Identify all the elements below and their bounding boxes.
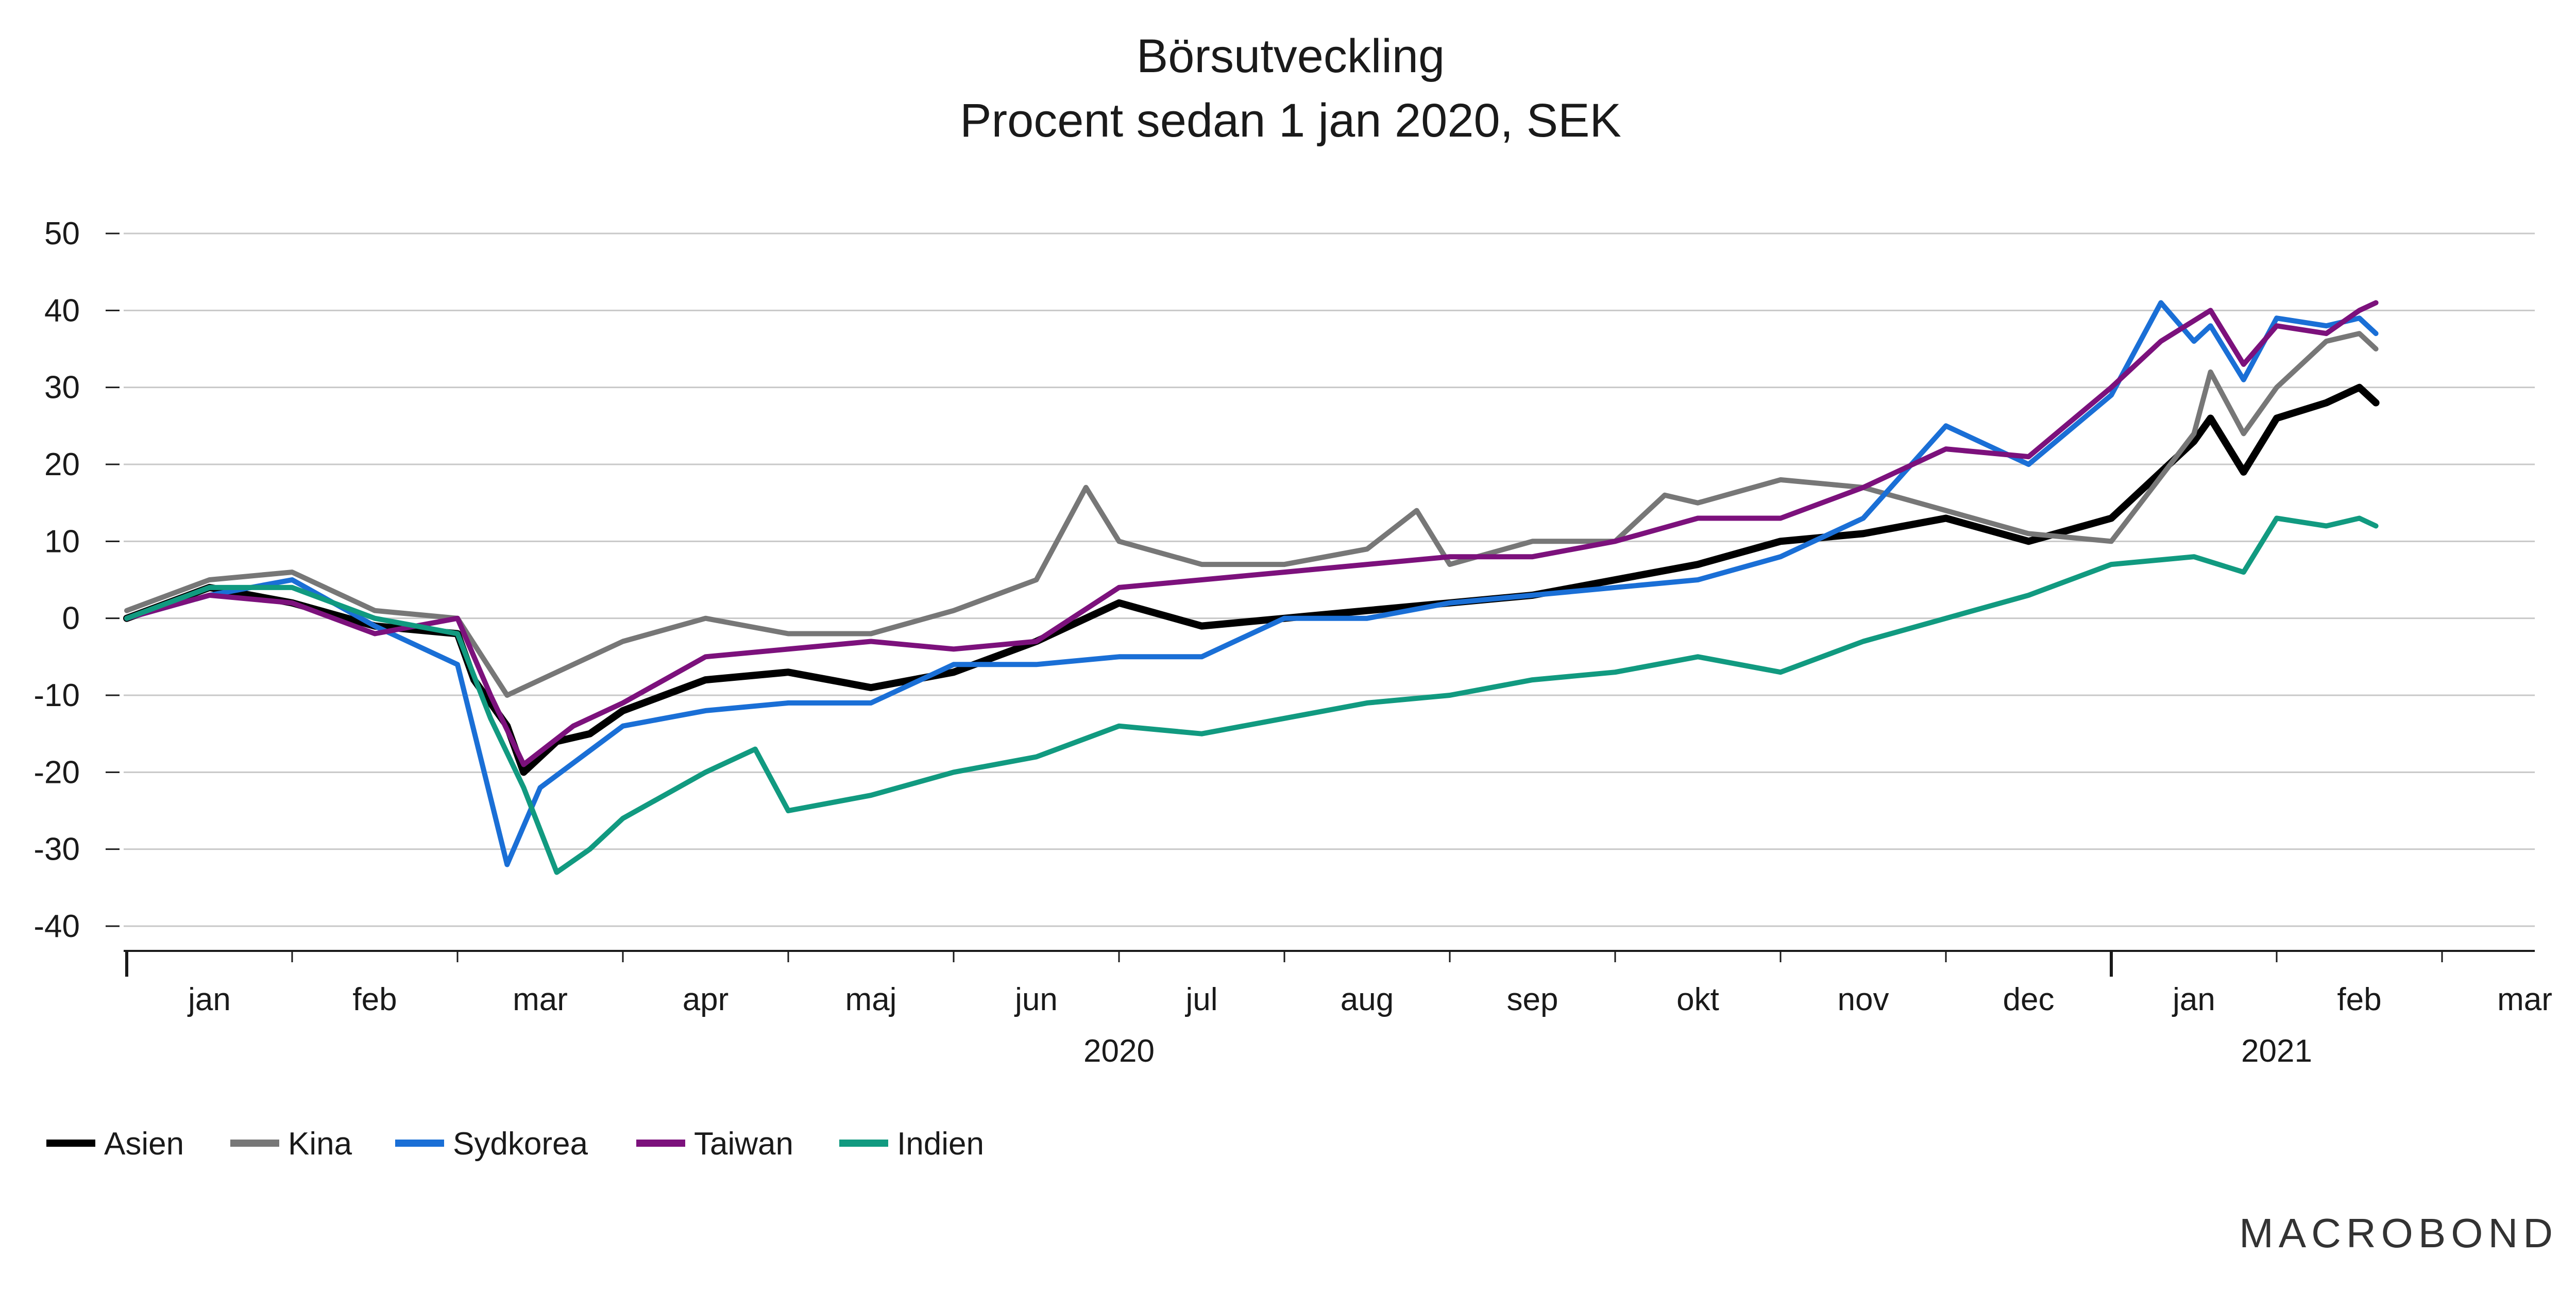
x-tick-label: aug: [1341, 982, 1394, 1017]
legend-label-taiwan: Taiwan: [694, 1126, 793, 1162]
macrobond-logo: MACROBOND: [2239, 1210, 2558, 1256]
x-tick-label: feb: [2337, 982, 2381, 1017]
y-tick-label: -20: [33, 755, 80, 790]
x-tick-label: sep: [1507, 982, 1558, 1017]
legend-label-kina: Kina: [288, 1126, 352, 1162]
x-tick-label: jan: [2172, 982, 2215, 1017]
y-tick-label: 0: [62, 601, 80, 637]
y-tick-label: 40: [44, 293, 80, 328]
x-tick-label: jun: [1014, 982, 1058, 1017]
series-line-sydkorea: [124, 300, 2379, 867]
legend-label-indien: Indien: [897, 1126, 984, 1162]
y-axis-ticks: 50 40 30 20 10 0 -10 -20 -30 -40: [33, 216, 120, 944]
chart-title: Börsutveckling: [1137, 30, 1445, 82]
x-tick-label: apr: [683, 982, 729, 1017]
x-tick-label: jul: [1184, 982, 1217, 1017]
x-tick-label: mar: [2497, 982, 2552, 1017]
x-tick-label: okt: [1676, 982, 1719, 1017]
y-tick-label: 50: [44, 216, 80, 252]
grid-lines: [124, 232, 2535, 927]
legend-label-asien: Asien: [104, 1126, 184, 1162]
x-tick-label: jan: [187, 982, 231, 1017]
x-tick-label: nov: [1838, 982, 1889, 1017]
y-tick-label: 30: [44, 370, 80, 406]
series-line-kina: [124, 331, 2379, 698]
legend: Asien Kina Sydkorea Taiwan Indien: [46, 1126, 984, 1162]
y-tick-label: -30: [33, 832, 80, 867]
chart-subtitle: Procent sedan 1 jan 2020, SEK: [960, 94, 1621, 147]
x-tick-label: mar: [513, 982, 568, 1017]
y-tick-label: 20: [44, 447, 80, 482]
y-tick-label: -40: [33, 909, 80, 944]
x-tick-label: maj: [845, 982, 897, 1017]
y-tick-label: -10: [33, 678, 80, 713]
year-label: 2021: [2241, 1033, 2312, 1069]
logo-text: MACROBOND: [2239, 1210, 2558, 1256]
year-label: 2020: [1083, 1033, 1155, 1069]
series-line-taiwan: [124, 300, 2379, 767]
series-lines: [123, 300, 2380, 875]
y-tick-label: 10: [44, 524, 80, 559]
series-line-indien: [124, 515, 2379, 875]
x-axis: jan feb mar apr maj jun jul aug sep okt nov dec jan f…: [124, 950, 2552, 1069]
legend-label-sydkorea: Sydkorea: [453, 1126, 588, 1162]
x-tick-label: feb: [352, 982, 397, 1017]
x-tick-label: dec: [2003, 982, 2055, 1017]
